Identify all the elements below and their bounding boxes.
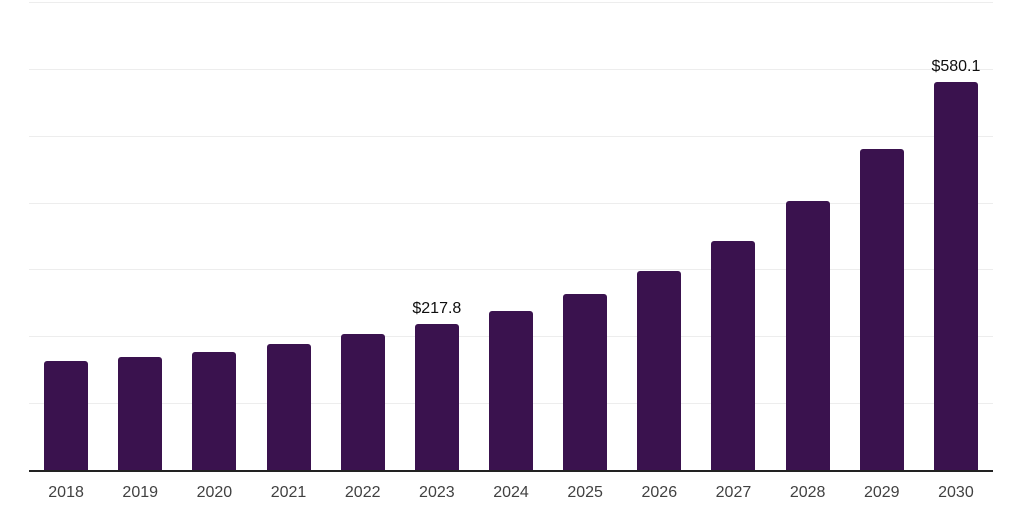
data-label-2023: $217.8: [412, 300, 462, 318]
bar-2024: [489, 310, 533, 470]
bar-2028: [785, 201, 830, 470]
data-label-2030: $580.1: [931, 58, 981, 76]
bar-2022: [340, 334, 385, 470]
x-tick-2028: 2028: [789, 484, 826, 501]
gridline-400: [29, 202, 993, 204]
bar-2027: [711, 241, 756, 470]
x-tick-2025: 2025: [567, 484, 603, 501]
bar-2021: [266, 343, 311, 470]
x-tick-2020: 2020: [196, 484, 233, 501]
x-tick-2021: 2021: [270, 484, 307, 501]
x-tick-2023: 2023: [419, 484, 455, 501]
bar-2020: [192, 352, 237, 470]
bar-2018: [44, 361, 89, 470]
x-tick-2019: 2019: [122, 484, 159, 501]
x-axis: 2018 2019 2020 2021 2022 2023 2024 2025 2026 2027…: [29, 483, 993, 507]
bar-2026: [637, 270, 682, 470]
bar-2019: [118, 357, 163, 470]
x-tick-2027: 2027: [715, 484, 752, 501]
gridline-500: [29, 135, 993, 137]
plot-area: $217.8 $580.1: [29, 2, 993, 472]
x-tick-2029: 2029: [863, 484, 900, 501]
gridline-600: [29, 68, 993, 70]
x-tick-2026: 2026: [641, 484, 678, 501]
gridline-700: [29, 2, 993, 3]
x-tick-2018: 2018: [48, 484, 84, 501]
bar-2023: [414, 324, 459, 470]
x-tick-2030: 2030: [938, 484, 974, 501]
bar-2025: [563, 294, 608, 470]
bar-2029: [859, 149, 904, 470]
x-tick-2022: 2022: [344, 484, 381, 501]
x-tick-2024: 2024: [493, 484, 529, 501]
bar-2030: [933, 82, 978, 470]
gridline-300: [29, 269, 993, 271]
